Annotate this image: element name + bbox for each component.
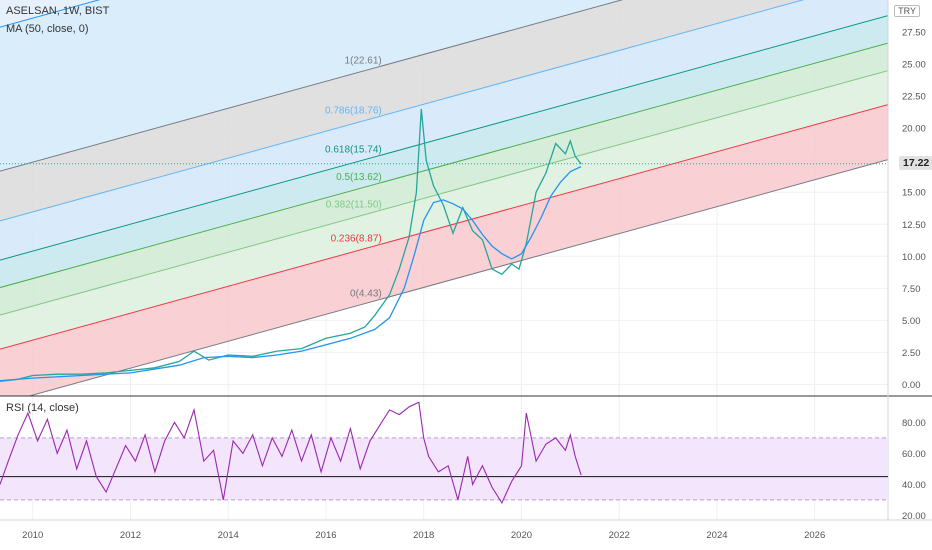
rsi-tick-label: 20.00: [902, 511, 926, 522]
fib-zone: [0, 15, 888, 288]
fib-zone: [0, 0, 888, 261]
fib-level-label: 0(4.43): [350, 289, 382, 300]
x-tick-label: 2022: [609, 530, 630, 541]
x-tick-label: 2020: [511, 530, 532, 541]
x-tick-label: 2026: [804, 530, 825, 541]
rsi-line: [0, 401, 582, 505]
fib-level-line: [0, 0, 805, 222]
fib-level-line: [0, 70, 888, 316]
x-tick-label: 2016: [315, 530, 336, 541]
x-tick-label: 2014: [218, 530, 239, 541]
y-tick-label: 25.00: [902, 60, 926, 71]
y-tick-label: 10.00: [902, 252, 926, 263]
symbol-title: ASELSAN, 1W, BIST: [6, 5, 110, 17]
x-tick-label: 2018: [413, 530, 434, 541]
fib-level-label: 0.786(18.76): [325, 105, 382, 116]
fib-level-line: [0, 0, 624, 172]
rsi-tick-label: 60.00: [902, 449, 926, 460]
y-tick-label: 2.50: [902, 348, 921, 359]
currency-button[interactable]: TRY: [894, 5, 920, 17]
x-tick-label: 2024: [706, 530, 727, 541]
rsi-indicator-label[interactable]: RSI (14, close): [6, 402, 79, 414]
y-tick-label: 22.50: [902, 92, 926, 103]
fib-level-label: 0.618(15.74): [325, 145, 382, 156]
y-tick-label: 15.00: [902, 188, 926, 199]
rsi-tick-label: 80.00: [902, 418, 926, 429]
y-tick-label: 5.00: [902, 316, 921, 327]
fib-zone: [0, 43, 888, 316]
fib-level-line: [27, 159, 888, 396]
rsi-tick-label: 40.00: [902, 480, 926, 491]
y-tick-label: 20.00: [902, 124, 926, 135]
last-price-badge: 17.22: [899, 155, 932, 170]
price-line: [0, 108, 582, 382]
x-tick-label: 2012: [120, 530, 141, 541]
fib-level-label: 0.5(13.62): [336, 172, 382, 183]
fib-level-line: [0, 104, 888, 350]
fib-zone: [0, 70, 888, 350]
fib-level-label: 0.382(11.50): [326, 200, 382, 211]
fib-level-label: 1(22.61): [344, 56, 381, 67]
x-tick-label: 2010: [22, 530, 43, 541]
y-tick-label: 12.50: [902, 220, 926, 231]
y-tick-label: 27.50: [902, 28, 926, 39]
fib-level-label: 0.236(8.87): [331, 234, 382, 245]
y-tick-label: 7.50: [902, 284, 921, 295]
ma-indicator-label[interactable]: MA (50, close, 0): [6, 23, 89, 35]
y-tick-label: 0.00: [902, 380, 921, 391]
fib-level-line: [0, 15, 888, 261]
fib-level-line: [0, 42, 888, 289]
ma-line: [0, 166, 582, 382]
fib-zone: [0, 104, 888, 396]
